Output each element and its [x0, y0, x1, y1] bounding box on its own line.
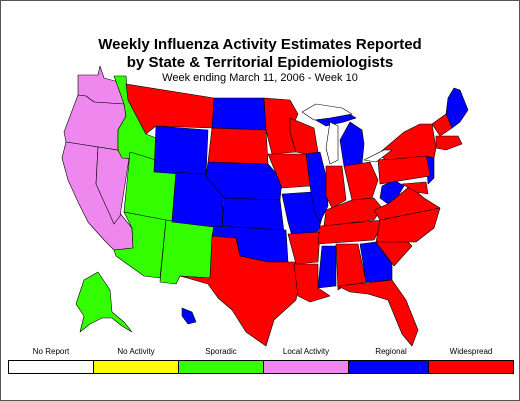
- state-massachusetts-ct-ri: [435, 135, 463, 151]
- legend-sporadic: Sporadic: [176, 346, 266, 374]
- state-tennessee: [317, 219, 385, 245]
- state-wisconsin: [289, 117, 319, 155]
- state-michigan: [339, 121, 365, 167]
- state-wyoming: [153, 125, 209, 177]
- legend-widespread: Widespread: [426, 346, 516, 374]
- legend-label-regional: Regional: [375, 347, 407, 356]
- state-texas: [179, 235, 301, 347]
- legend-swatch-regional: [348, 360, 434, 374]
- state-new-mexico: [159, 219, 215, 285]
- legend-label-widespread: Widespread: [449, 347, 493, 356]
- lake-erie: [363, 149, 393, 163]
- state-north-dakota: [211, 97, 267, 131]
- map-title-line-2: by State & Territorial Epidemiologists: [126, 54, 394, 71]
- state-georgia: [359, 241, 393, 283]
- state-louisiana: [293, 263, 331, 303]
- legend-local-activity: Local Activity: [261, 346, 351, 374]
- state-ohio: [343, 161, 379, 201]
- state-new-york: [377, 123, 437, 161]
- state-florida: [337, 279, 419, 347]
- legend-swatch-no-report: [8, 360, 94, 374]
- state-illinois: [305, 151, 329, 223]
- legend-regional: Regional: [346, 346, 436, 374]
- map-title-line-1: Weekly Influenza Activity Estimates Repo…: [98, 36, 422, 53]
- state-oregon: [63, 94, 127, 151]
- legend-swatch-local-activity: [263, 360, 349, 374]
- legend-swatch-no-activity: [93, 360, 179, 374]
- state-mississippi: [317, 245, 337, 289]
- state-indiana: [325, 165, 347, 209]
- state-hawaii: [181, 307, 197, 325]
- state-montana: [125, 83, 215, 135]
- lake-michigan: [325, 121, 339, 165]
- state-arkansas: [287, 231, 321, 265]
- state-south-dakota: [207, 127, 269, 165]
- state-alaska: [75, 271, 133, 333]
- legend-swatch-widespread: [428, 360, 514, 374]
- legend-no-activity: No Activity: [91, 346, 181, 374]
- legend-label-no-activity: No Activity: [117, 347, 155, 356]
- legend-label-no-report: No Report: [32, 347, 70, 356]
- legend-no-report: No Report: [6, 346, 96, 374]
- legend-swatch-sporadic: [178, 360, 264, 374]
- lake-superior: [301, 103, 353, 121]
- legend-label-local-activity: Local Activity: [282, 347, 330, 356]
- state-maryland: [401, 181, 429, 195]
- state-iowa: [267, 153, 311, 189]
- legend-label-sporadic: Sporadic: [205, 347, 237, 356]
- state-vermont-nh: [431, 113, 453, 137]
- map-subtitle: Week ending March 11, 2006 - Week 10: [162, 72, 358, 84]
